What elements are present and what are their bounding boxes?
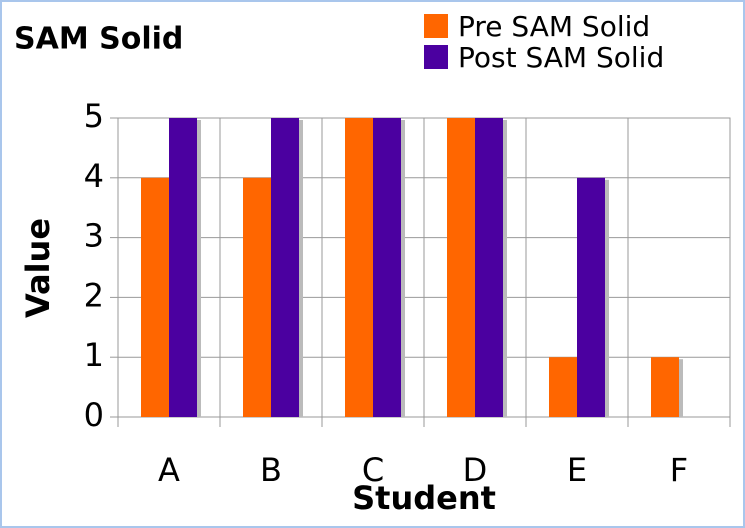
- y-tick-label: 3: [84, 217, 104, 255]
- chart-title: SAM Solid: [14, 22, 183, 57]
- x-tick-label: A: [158, 451, 180, 489]
- bar: [373, 118, 401, 417]
- bar: [577, 177, 605, 417]
- x-axis-label: Student: [352, 479, 496, 517]
- x-tick-label: E: [567, 451, 587, 489]
- y-tick-label: 5: [84, 97, 104, 135]
- x-tick-label: B: [260, 451, 282, 489]
- legend-label: Post SAM Solid: [458, 41, 664, 74]
- y-tick-label: 4: [84, 157, 104, 195]
- bar: [475, 118, 503, 417]
- legend-swatch: [424, 14, 448, 38]
- bar: [141, 177, 169, 417]
- y-tick-label: 2: [84, 276, 104, 314]
- x-tick-label: F: [670, 451, 688, 489]
- y-tick-label: 1: [84, 336, 104, 374]
- bar: [271, 118, 299, 417]
- bar: [169, 118, 197, 417]
- legend-label: Pre SAM Solid: [458, 10, 650, 43]
- legend-swatch: [424, 45, 448, 69]
- bar: [345, 118, 373, 417]
- y-tick-label: 0: [84, 396, 104, 434]
- bar: [549, 357, 577, 417]
- x-tick-label: C: [362, 451, 384, 489]
- bar: [651, 357, 679, 417]
- bar: [447, 118, 475, 417]
- y-axis-label: Value: [19, 218, 57, 318]
- x-tick-label: D: [463, 451, 488, 489]
- bar: [243, 177, 271, 417]
